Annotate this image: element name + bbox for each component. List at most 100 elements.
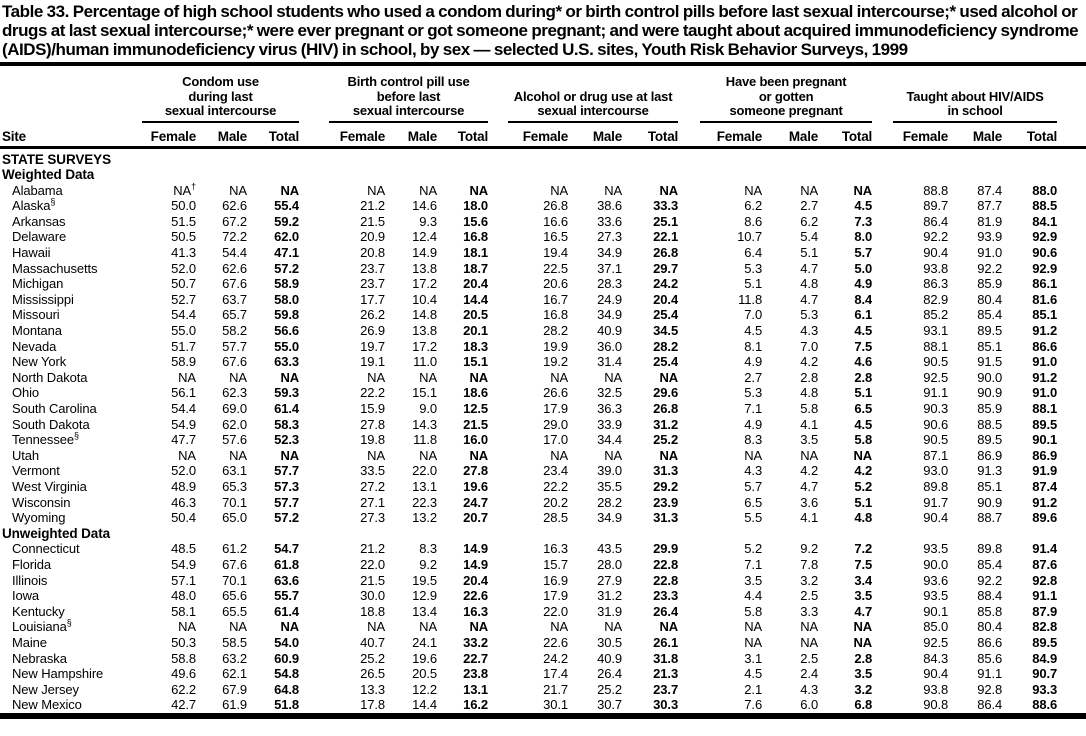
column-group-label: Have been pregnant or gotten someone pregn… bbox=[700, 74, 873, 123]
site-column-spacer bbox=[0, 66, 142, 123]
value-cell: 92.9 bbox=[1032, 260, 1058, 276]
value-cell: 91.0 bbox=[1032, 385, 1058, 401]
value-cell: 9.0 bbox=[419, 401, 438, 416]
value-cell: 3.3 bbox=[800, 603, 819, 619]
value-cell: 20.7 bbox=[463, 510, 489, 526]
sub-column-header-total: Total bbox=[1002, 122, 1057, 149]
value-cell: 12.9 bbox=[412, 588, 438, 604]
value-cell: 5.7 bbox=[854, 245, 873, 261]
right-margin-spacer bbox=[1057, 463, 1086, 479]
column-group-header: Alcohol or drug use at last sexual interc… bbox=[488, 66, 679, 123]
value-cell: 61.8 bbox=[274, 556, 300, 572]
value-cell: 22.3 bbox=[412, 494, 438, 510]
value-cell: 63.3 bbox=[274, 354, 300, 370]
right-margin-spacer bbox=[1057, 619, 1086, 635]
value-cell: 19.4 bbox=[543, 245, 569, 261]
value-cell: 52.0 bbox=[171, 260, 196, 276]
value-cell: 91.1 bbox=[923, 385, 949, 401]
value-cell: 59.8 bbox=[274, 307, 300, 323]
value-cell: 24.9 bbox=[597, 291, 623, 307]
value-cell: NA bbox=[469, 447, 489, 463]
value-cell: 90.6 bbox=[923, 416, 949, 432]
value-cell: 62.0 bbox=[274, 229, 300, 245]
value-cell: 22.2 bbox=[543, 478, 569, 494]
value-cell: 22.6 bbox=[543, 634, 569, 650]
value-cell: 9.2 bbox=[800, 541, 819, 557]
value-cell: 91.3 bbox=[977, 463, 1003, 479]
value-cell: 47.7 bbox=[171, 432, 196, 448]
value-cell: 11.8 bbox=[413, 432, 438, 448]
value-cell: 23.7 bbox=[360, 276, 386, 292]
value-cell: NA bbox=[469, 369, 489, 385]
value-cell: 18.8 bbox=[360, 603, 386, 619]
value-cell: 22.2 bbox=[360, 385, 386, 401]
value-cell: 22.5 bbox=[543, 260, 569, 276]
value-cell: 19.1 bbox=[360, 354, 386, 370]
right-margin-spacer bbox=[1057, 214, 1086, 230]
value-cell: 91.2 bbox=[1032, 323, 1058, 339]
value-cell: 6.2 bbox=[800, 213, 819, 229]
value-cell: 26.4 bbox=[653, 603, 679, 619]
table-row: Maine 50.3 58.5 54.0 40.7 24.1 33.2 22.6 30.5 26.… bbox=[0, 635, 1086, 651]
value-cell: 24.7 bbox=[463, 494, 489, 510]
value-cell: 8.4 bbox=[854, 291, 873, 307]
value-cell: 17.8 bbox=[360, 697, 386, 713]
value-cell: 92.2 bbox=[977, 260, 1003, 276]
value-cell: 6.8 bbox=[854, 697, 873, 713]
value-cell: 6.4 bbox=[744, 245, 763, 261]
value-cell: 48.0 bbox=[171, 588, 196, 604]
value-cell: 90.5 bbox=[923, 354, 949, 370]
value-cell: 57.2 bbox=[274, 260, 300, 276]
value-cell: 13.3 bbox=[360, 681, 386, 697]
value-cell: 27.9 bbox=[597, 572, 623, 588]
value-cell: 33.9 bbox=[597, 416, 623, 432]
value-cell: 55.7 bbox=[274, 588, 300, 604]
right-margin-spacer bbox=[1057, 573, 1086, 589]
value-cell: 6.2 bbox=[744, 198, 763, 214]
value-cell: 27.3 bbox=[597, 229, 623, 245]
value-cell: 67.6 bbox=[222, 354, 247, 370]
value-cell: 90.9 bbox=[977, 494, 1003, 510]
value-cell: 80.4 bbox=[977, 291, 1003, 307]
value-cell: NA bbox=[604, 447, 623, 463]
value-cell: 17.0 bbox=[543, 432, 569, 448]
site-cell: Illinois bbox=[12, 572, 48, 588]
site-cell: New York bbox=[12, 354, 67, 370]
value-cell: NA bbox=[659, 182, 679, 198]
sub-column-header-male: Male bbox=[196, 122, 247, 149]
value-cell: 14.9 bbox=[463, 556, 489, 572]
value-cell: 2.8 bbox=[854, 650, 873, 666]
value-cell: 51.5 bbox=[171, 213, 196, 229]
value-cell: 67.6 bbox=[222, 276, 247, 292]
table-row: Wisconsin 46.3 70.1 57.7 27.1 22.3 24.7 20.2 28.… bbox=[0, 495, 1086, 511]
value-cell: 54.4 bbox=[222, 245, 247, 261]
section-row: STATE SURVEYS bbox=[0, 147, 1086, 167]
value-cell: 18.7 bbox=[463, 260, 489, 276]
table-row: South Carolina 54.4 69.0 61.4 15.9 9.0 12.5 17.… bbox=[0, 401, 1086, 417]
site-cell: Ohio bbox=[12, 385, 40, 401]
value-cell: 33.3 bbox=[653, 198, 679, 214]
value-cell: 92.8 bbox=[977, 681, 1003, 697]
value-cell: 4.5 bbox=[744, 666, 763, 682]
value-cell: 3.6 bbox=[800, 494, 819, 510]
value-cell: 85.4 bbox=[977, 307, 1003, 323]
value-cell: 16.3 bbox=[463, 603, 489, 619]
value-cell: 54.7 bbox=[274, 541, 300, 557]
value-cell: 39.0 bbox=[597, 463, 623, 479]
table-row: Florida 54.9 67.6 61.8 22.0 9.2 14.9 15.7 28.0 22… bbox=[0, 557, 1086, 573]
value-cell: NA bbox=[744, 182, 763, 198]
value-cell: NA bbox=[178, 619, 196, 635]
value-cell: 90.5 bbox=[923, 432, 949, 448]
value-cell: 17.9 bbox=[543, 588, 569, 604]
value-cell: 90.1 bbox=[923, 603, 949, 619]
value-cell: 55.0 bbox=[274, 338, 300, 354]
value-cell: 9.2 bbox=[419, 556, 438, 572]
value-cell: 5.0 bbox=[854, 260, 873, 276]
value-cell: 87.4 bbox=[977, 182, 1003, 198]
value-cell: 50.0 bbox=[171, 198, 196, 214]
site-cell: Arkansas bbox=[12, 213, 66, 229]
value-cell: 90.4 bbox=[923, 666, 949, 682]
value-cell: 6.1 bbox=[854, 307, 873, 323]
value-cell: 85.4 bbox=[977, 556, 1003, 572]
value-cell: 40.9 bbox=[597, 323, 623, 339]
